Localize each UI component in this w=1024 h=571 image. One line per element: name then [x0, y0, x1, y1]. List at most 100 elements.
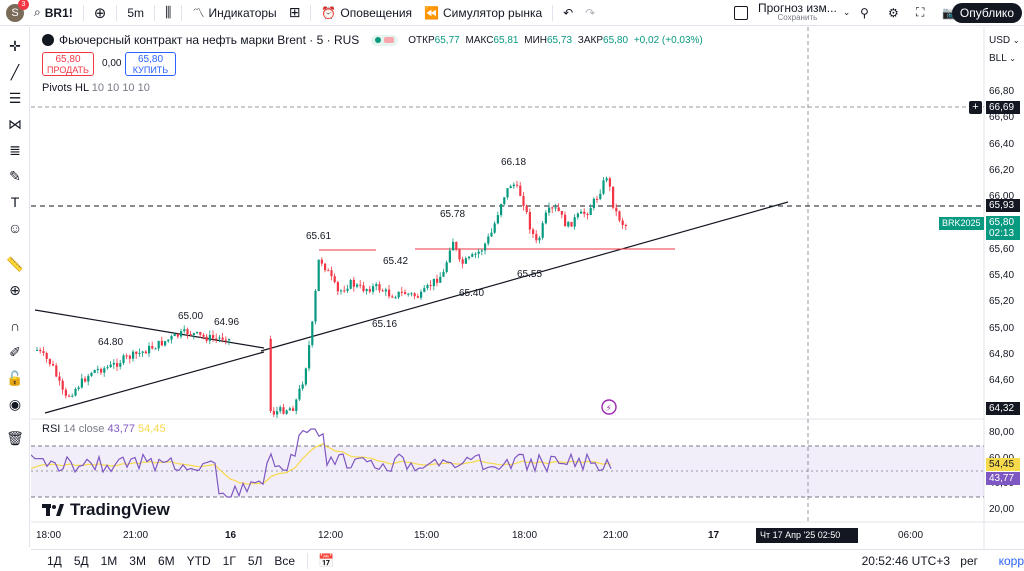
- candle-body: [525, 205, 528, 213]
- percent-scale-button[interactable]: рег: [960, 553, 978, 568]
- candle-body: [506, 188, 509, 198]
- clock[interactable]: 20:52:46 UTC+3: [861, 553, 950, 568]
- symbol-title[interactable]: Фьючерсный контракт на нефть марки Brent…: [59, 33, 360, 47]
- candle-body: [528, 212, 531, 230]
- candle-body: [468, 256, 471, 259]
- candle-body: [509, 186, 512, 189]
- unit-select[interactable]: BLL ⌄: [989, 53, 1016, 64]
- candle-body: [394, 297, 397, 299]
- candle-body: [282, 407, 285, 414]
- candle-body: [573, 217, 576, 227]
- replay-button[interactable]: ⏪ Симулятор рынка: [424, 5, 543, 20]
- tradingview-logo[interactable]: TradingView: [42, 500, 170, 520]
- market-status-badge[interactable]: [371, 34, 399, 46]
- sell-button[interactable]: 65,80 ПРОДАТЬ: [42, 52, 94, 76]
- brush-icon[interactable]: ✎: [9, 167, 21, 184]
- avatar[interactable]: S 3: [6, 0, 29, 22]
- candle-body: [567, 221, 570, 227]
- candle-body: [522, 195, 525, 206]
- text-icon[interactable]: T: [10, 194, 20, 210]
- rsi-indicator-legend[interactable]: RSI 14 close 43,77 54,45: [42, 423, 166, 435]
- time-label: 06:00: [898, 530, 924, 541]
- range-ytd-button[interactable]: YTD: [186, 553, 211, 568]
- currency-select[interactable]: USD ⌄: [989, 35, 1020, 46]
- candle-body: [148, 346, 151, 354]
- crosshair-icon[interactable]: ✛: [9, 37, 21, 54]
- emoji-icon[interactable]: ☺: [7, 220, 23, 236]
- publish-button[interactable]: Опублико: [951, 3, 1022, 23]
- pivots-indicator-legend[interactable]: Pivots HL 10 10 10 10: [42, 82, 150, 94]
- time-label: 16: [225, 530, 237, 541]
- trend-line-2[interactable]: [44, 351, 265, 414]
- candle-body: [423, 288, 426, 292]
- candle-body: [407, 293, 410, 295]
- candle-body: [532, 229, 535, 235]
- symbol-search[interactable]: ⌕ BR1!: [34, 5, 73, 20]
- fib-icon[interactable]: ≣: [9, 141, 21, 158]
- candle-body: [404, 292, 407, 295]
- eye-icon[interactable]: ◉: [8, 395, 22, 412]
- range-6m-button[interactable]: 6М: [157, 553, 175, 568]
- trend-line-3[interactable]: [260, 201, 789, 352]
- range-1d-button[interactable]: 1Д: [47, 553, 62, 568]
- candle-body: [327, 270, 330, 272]
- candle-body: [343, 290, 346, 292]
- fullscreen-button[interactable]: ⛶: [910, 0, 930, 26]
- trend-line-1[interactable]: [34, 309, 265, 349]
- undo-button[interactable]: ↶: [557, 0, 579, 26]
- zoom-in-icon[interactable]: ⊕: [9, 281, 21, 298]
- compare-button[interactable]: ⊕: [88, 0, 113, 26]
- horizontal-lines-icon[interactable]: ☰: [8, 89, 22, 106]
- pivot-label: 65.55: [517, 269, 542, 280]
- layout-select[interactable]: Прогноз изм... Сохранить ⌄: [728, 0, 856, 26]
- settings-button[interactable]: ⚙: [882, 0, 905, 26]
- quick-search-button[interactable]: ⚲: [854, 0, 875, 26]
- candle-body: [109, 364, 112, 368]
- price-tick-label: 65,00: [989, 322, 1015, 334]
- candle-body: [362, 285, 365, 292]
- fullscreen-icon: ⛶: [916, 5, 925, 19]
- chart-type-button[interactable]: ⫼: [159, 0, 177, 26]
- calendar-icon[interactable]: 📅: [318, 552, 335, 568]
- lock-pencil-icon[interactable]: ✐: [9, 343, 21, 360]
- interval-button[interactable]: 5m: [127, 5, 144, 20]
- candle-body: [544, 212, 547, 224]
- redo-icon: ↷: [585, 5, 596, 20]
- candle-body: [74, 388, 77, 396]
- candle-body: [160, 340, 163, 346]
- lightning-icon[interactable]: ⚡: [601, 399, 617, 415]
- templates-button[interactable]: ⊞: [283, 0, 307, 26]
- trendline-icon[interactable]: ╱: [10, 63, 20, 80]
- price-tick-label: 65,60: [989, 243, 1015, 255]
- auto-scale-button[interactable]: корр: [998, 553, 1024, 568]
- candle-body: [541, 223, 544, 238]
- add-level-icon[interactable]: +: [969, 101, 982, 114]
- candle-body: [624, 225, 627, 227]
- indicators-button[interactable]: 〽 Индикаторы: [192, 5, 277, 21]
- price-chart[interactable]: 64.80 65.00 64.96 65.61 65.16 65.42 65.7…: [31, 27, 1024, 549]
- candle-body: [388, 289, 391, 297]
- trash-icon[interactable]: 🗑: [6, 429, 24, 446]
- candle-body: [106, 367, 109, 369]
- alerts-button[interactable]: ⏰ Оповещения: [321, 5, 413, 20]
- candle-body: [602, 180, 605, 194]
- candle-body: [298, 388, 301, 400]
- range-1m-button[interactable]: 1М: [100, 553, 118, 568]
- price-tick-label: 66,00: [989, 191, 1015, 203]
- redo-button[interactable]: ↷: [579, 0, 601, 26]
- candle-body: [36, 349, 39, 351]
- drawing-toolbar: ✛ ╱ ☰ ⋈ ≣ ✎ T ☺ 📏 ⊕ ∩ ✐ 🔓 ◉ 🗑: [0, 27, 30, 547]
- range-1y-button[interactable]: 1Г: [222, 553, 236, 568]
- buy-button[interactable]: 65,80 КУПИТЬ: [125, 52, 176, 76]
- spread-value: 0,00: [102, 58, 122, 69]
- pattern-icon[interactable]: ⋈: [8, 115, 22, 132]
- candle-body: [132, 351, 135, 359]
- magnet-icon[interactable]: ∩: [9, 318, 21, 334]
- lock-icon[interactable]: 🔓: [6, 369, 24, 386]
- range-5d-button[interactable]: 5Д: [73, 553, 89, 568]
- range-all-button[interactable]: Все: [274, 553, 296, 568]
- range-5y-button[interactable]: 5Л: [247, 553, 263, 568]
- candle-body: [330, 270, 333, 277]
- ruler-icon[interactable]: 📏: [6, 255, 24, 272]
- range-3m-button[interactable]: 3М: [129, 553, 146, 568]
